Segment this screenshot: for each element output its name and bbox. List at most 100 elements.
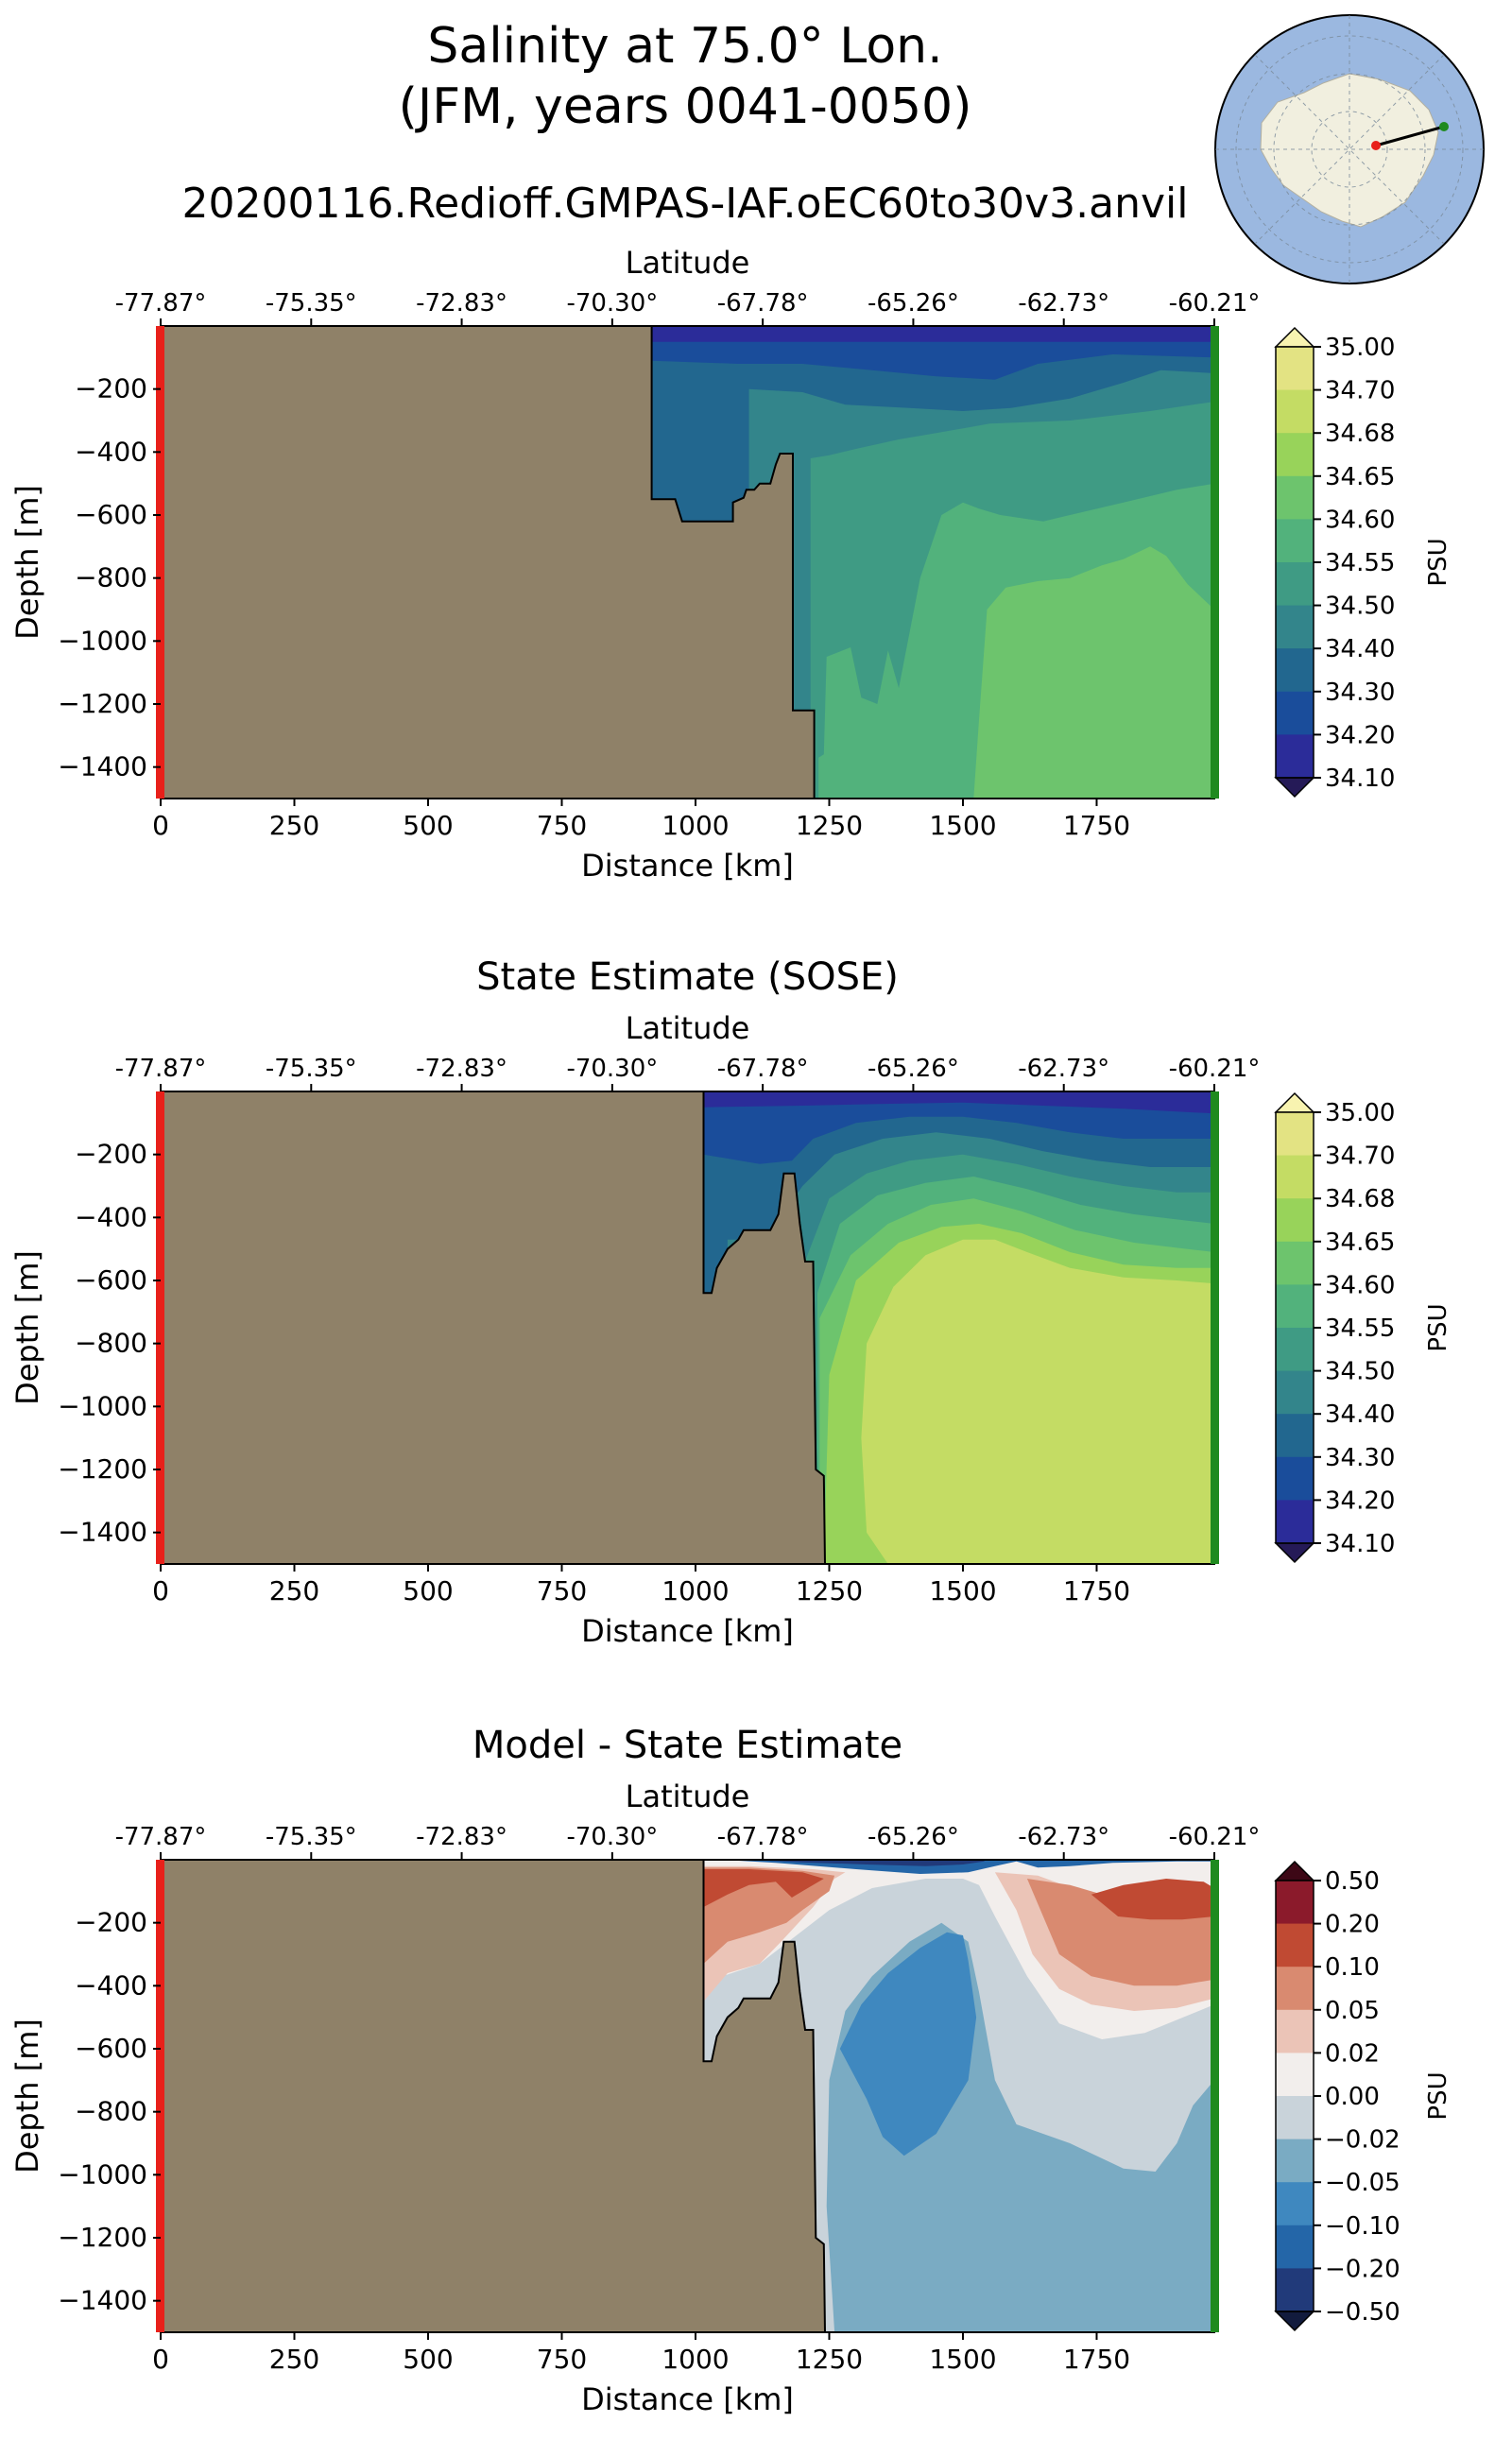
colorbar-tick-label: 34.60 xyxy=(1325,506,1395,534)
contour-band-8 xyxy=(861,1239,1214,1564)
y-tick-label: −600 xyxy=(75,1264,147,1296)
x-tick-label: 0 xyxy=(152,1575,169,1606)
colorbar-tick-label: 0.05 xyxy=(1325,1997,1380,2025)
colorbar-under-arrow xyxy=(1274,1542,1315,1564)
colorbar-over-arrow xyxy=(1274,1091,1315,1113)
colorbar-swatch xyxy=(1276,734,1314,779)
y-tick-label: −400 xyxy=(75,436,147,467)
colorbar-tick-label: −0.50 xyxy=(1325,2298,1400,2327)
colorbar-tick-label: 34.40 xyxy=(1325,1400,1395,1429)
transect-start-bar xyxy=(156,1091,164,1564)
latitude-tick-label: -65.26° xyxy=(868,1823,959,1851)
latitude-tick-label: -60.21° xyxy=(1169,289,1261,318)
colorbar-tick-label: 0.00 xyxy=(1325,2083,1380,2111)
figure-title-line1: Salinity at 75.0° Lon. xyxy=(427,18,942,75)
transect-end-bar xyxy=(1211,1860,1219,2332)
x-tick-label: 250 xyxy=(269,810,319,841)
colorbar-swatch xyxy=(1276,2182,1314,2226)
colorbar-tick-label: 34.70 xyxy=(1325,1143,1395,1171)
colorbar-tick-label: 34.10 xyxy=(1325,1530,1395,1558)
colorbar-tick-label: 34.68 xyxy=(1325,1185,1395,1213)
colorbar-swatch xyxy=(1276,1414,1314,1458)
colorbar-under-arrow xyxy=(1274,2311,1315,2332)
y-tick-label: −1200 xyxy=(58,1453,147,1485)
latitude-tick-label: -72.83° xyxy=(416,1055,507,1083)
colorbar-swatch xyxy=(1276,605,1314,649)
y-tick-label: −800 xyxy=(75,1328,147,1359)
y-axis-label: Depth [m] xyxy=(9,2019,45,2174)
x-tick-label: 500 xyxy=(403,810,453,841)
colorbar-tick-label: 34.55 xyxy=(1325,1314,1395,1343)
difference-panel: Model - State Estimate Latitude -77.87° -75… xyxy=(9,1724,1452,2417)
sose-salinity-panel: State Estimate (SOSE) Latitude -77.87° -75.… xyxy=(9,955,1452,1649)
colorbar-over-arrow xyxy=(1274,326,1315,348)
y-tick-label: −1000 xyxy=(58,2158,147,2190)
colorbar-swatch xyxy=(1276,1967,1314,2011)
x-tick-label: 1250 xyxy=(796,2344,863,2375)
plot-area xyxy=(161,1860,1214,2332)
colorbar-over-arrow xyxy=(1274,1860,1315,1881)
colorbar-swatch xyxy=(1276,2009,1314,2053)
x-tick-label: 1500 xyxy=(929,1575,996,1606)
latitude-tick-label: -70.30° xyxy=(566,289,658,318)
colorbar-tick-label: −0.10 xyxy=(1325,2212,1400,2241)
latitude-tick-label: -60.21° xyxy=(1169,1823,1261,1851)
x-tick-label: 0 xyxy=(152,2344,169,2375)
colorbar-label: PSU xyxy=(1424,2071,1452,2120)
bathymetry-land xyxy=(161,1091,827,1564)
colorbar-tick-label: 34.10 xyxy=(1325,765,1395,793)
colorbar-tick-label: 34.20 xyxy=(1325,721,1395,749)
latitude-tick-label: -67.78° xyxy=(717,289,809,318)
run-name: 20200116.Redioff.GMPAS-IAF.oEC60to30v3.a… xyxy=(182,180,1189,228)
colorbar-swatch xyxy=(1276,1112,1314,1157)
y-tick-label: −600 xyxy=(75,499,147,530)
latitude-tick-label: -70.30° xyxy=(566,1055,658,1083)
colorbar-tick-label: 35.00 xyxy=(1325,1099,1395,1127)
y-tick-label: −1200 xyxy=(58,2222,147,2253)
colorbar-swatch xyxy=(1276,1456,1314,1501)
latitude-tick-label: -75.35° xyxy=(266,1823,357,1851)
y-tick-label: −1400 xyxy=(58,2285,147,2316)
latitude-tick-label: -72.83° xyxy=(416,1823,507,1851)
latitude-axis-label: Latitude xyxy=(626,1010,750,1046)
y-tick-label: −1400 xyxy=(58,751,147,782)
latitude-tick-label: -65.26° xyxy=(868,289,959,318)
panel-title: State Estimate (SOSE) xyxy=(476,955,899,999)
colorbar-swatch xyxy=(1276,2053,1314,2097)
colorbar-swatch xyxy=(1276,347,1314,391)
y-tick-label: −200 xyxy=(75,1139,147,1170)
x-tick-label: 250 xyxy=(269,1575,319,1606)
transect-start-marker xyxy=(1371,141,1381,150)
colorbar-tick-label: 34.65 xyxy=(1325,463,1395,491)
model-salinity-panel: Latitude -77.87° -75.35° -72.83° -70.30° -67.… xyxy=(9,245,1452,884)
plot-area xyxy=(161,1091,1214,1564)
colorbar-tick-label: 35.00 xyxy=(1325,334,1395,362)
colorbar-swatch xyxy=(1276,2096,1314,2140)
latitude-tick-label: -67.78° xyxy=(717,1055,809,1083)
map-graticule xyxy=(1215,15,1484,284)
colorbar-swatch xyxy=(1276,2268,1314,2312)
latitude-tick-label: -70.30° xyxy=(566,1823,658,1851)
transect-start-bar xyxy=(156,1860,164,2332)
x-axis-label: Distance [km] xyxy=(581,2381,794,2417)
panel-title: Model - State Estimate xyxy=(472,1724,902,1767)
colorbar-under-arrow xyxy=(1274,777,1315,799)
colorbar-swatch xyxy=(1276,1881,1314,1925)
colorbar-swatch xyxy=(1276,1198,1314,1243)
colorbar-tick-label: 0.10 xyxy=(1325,1953,1380,1982)
x-tick-label: 1500 xyxy=(929,2344,996,2375)
y-tick-label: −200 xyxy=(75,1907,147,1938)
y-axis-label: Depth [m] xyxy=(9,485,45,640)
colorbar-tick-label: −0.02 xyxy=(1325,2126,1400,2155)
x-axis-label: Distance [km] xyxy=(581,848,794,884)
x-axis-label: Distance [km] xyxy=(581,1613,794,1649)
colorbar-tick-label: 34.68 xyxy=(1325,420,1395,448)
colorbar-tick-label: 0.50 xyxy=(1325,1867,1380,1896)
colorbar-tick-label: 34.55 xyxy=(1325,549,1395,577)
x-tick-label: 1750 xyxy=(1063,2344,1130,2375)
figure-title-line2: (JFM, years 0041-0050) xyxy=(399,78,972,135)
latitude-tick-label: -77.87° xyxy=(115,1055,207,1083)
colorbar-swatch xyxy=(1276,562,1314,607)
y-tick-label: −800 xyxy=(75,562,147,593)
